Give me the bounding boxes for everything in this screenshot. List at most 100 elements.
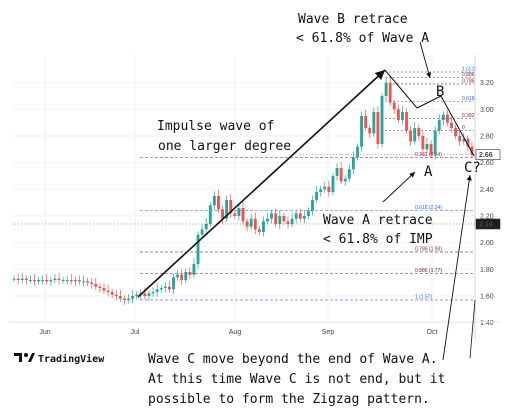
candle-body [323,186,327,190]
fib-label: 0.382 (2.64) [415,152,442,158]
x-tick-label: Jul [131,329,140,336]
y-tick-label: 2.40 [480,187,494,194]
candle-body [143,293,147,296]
candle-body [69,280,73,282]
candle-body [417,128,421,136]
impulse-note-2: one larger degree [158,139,291,154]
candle-body [200,229,204,235]
fib-label: 0.786 [462,79,475,85]
price-badge-label: 2.14 [479,222,493,229]
price-badge-label: 2.66 [479,152,493,159]
candle-body [131,296,135,299]
impulse-note-1: Impulse wave of [157,119,274,134]
candle-body [290,218,294,224]
candle-body [192,264,196,275]
candle-body [257,229,261,232]
impulse-wave-arrow [137,69,386,298]
candle-body [98,286,102,288]
y-tick-label: 1.40 [480,320,494,327]
y-tick-label: 2.80 [480,134,494,141]
candle-body [388,82,392,103]
candle-body [229,200,233,214]
candle-body [147,293,151,296]
candle-body [94,284,98,287]
candle-body [380,96,384,144]
x-tick-label: Sep [322,329,335,336]
candle-body [212,196,216,206]
candle-body [319,189,323,192]
candle-body [45,280,49,282]
wave-c-line [440,95,475,157]
candle-body [405,112,408,131]
candle-body [356,146,359,158]
candle-body [413,128,417,142]
tradingview-logo-mark [14,353,22,362]
candle-body [298,213,302,219]
candle-body [221,209,224,219]
candle-body [135,294,139,296]
candle-body [155,289,159,292]
wave-a-label: A [424,164,433,180]
candle-body [41,280,45,281]
candle-body [384,82,388,96]
price-axis: 3.20 3.00 2.80 2.60 2.40 2.20 2.00 1.80 1.60 1.40… [12,55,501,340]
candle-body [90,282,94,284]
wave-c-callout-arrow [442,174,472,361]
candle-body [441,114,445,120]
candle-body [396,109,400,120]
candle-body [262,221,265,232]
candle-body [16,278,20,280]
fib-label: 0.886 [462,72,475,78]
y-tick-label: 2.60 [480,160,494,167]
candle-body [237,208,241,216]
wave-b-note-1: Wave B retrace [298,12,408,27]
candle-body [188,272,192,275]
candle-body [20,278,24,280]
candle-body [61,280,65,281]
candle-body [331,176,335,192]
candle-body [123,298,126,300]
candle-body [302,216,306,219]
candle-body [28,280,32,281]
candle-body [425,144,429,150]
y-tick-label: 1.80 [480,267,494,274]
candle-body [392,102,396,110]
wave-b-callout-arrow [419,41,432,79]
tradingview-logo-dot [24,353,28,357]
candle-body [450,122,453,128]
candle-body [421,136,425,150]
candle-body [24,278,28,280]
candle-body [347,169,351,179]
bottom-note-1: Wave C move beyond the end of Wave A. [148,352,438,367]
candle-body [270,213,274,219]
candle-body [172,277,175,290]
candle-body [462,138,466,142]
wave-c-label: C? [464,160,481,176]
candle-body [343,178,347,182]
x-tick-label: Oct [427,329,438,336]
candle-body [114,294,118,296]
candle-body [163,286,167,288]
fib-label: 0 [462,125,465,131]
fib-label: 0.786 (1.93) [415,247,442,253]
y-tick-label: 2.00 [480,240,494,247]
candle-body [372,112,376,134]
wave-a-callout-arrow [382,171,416,203]
candle-body [433,130,437,155]
candles [12,76,474,305]
fib-label: 0.382 [462,113,475,119]
candle-body [12,278,16,280]
candle-body [151,292,155,294]
x-tick-label: Aug [229,329,242,336]
candle-body [225,200,229,219]
y-tick-label: 1.60 [480,294,494,301]
candle-body [294,213,298,219]
tradingview-logo-text: TradingView [38,353,105,365]
y-tick-label: 3.20 [480,80,494,87]
price-badge [475,218,501,230]
candle-body [245,221,249,227]
candle-body [180,274,184,280]
candle-body [118,296,122,299]
fib-label: 0.886 (1.77) [415,268,442,274]
candle-body [306,210,310,216]
